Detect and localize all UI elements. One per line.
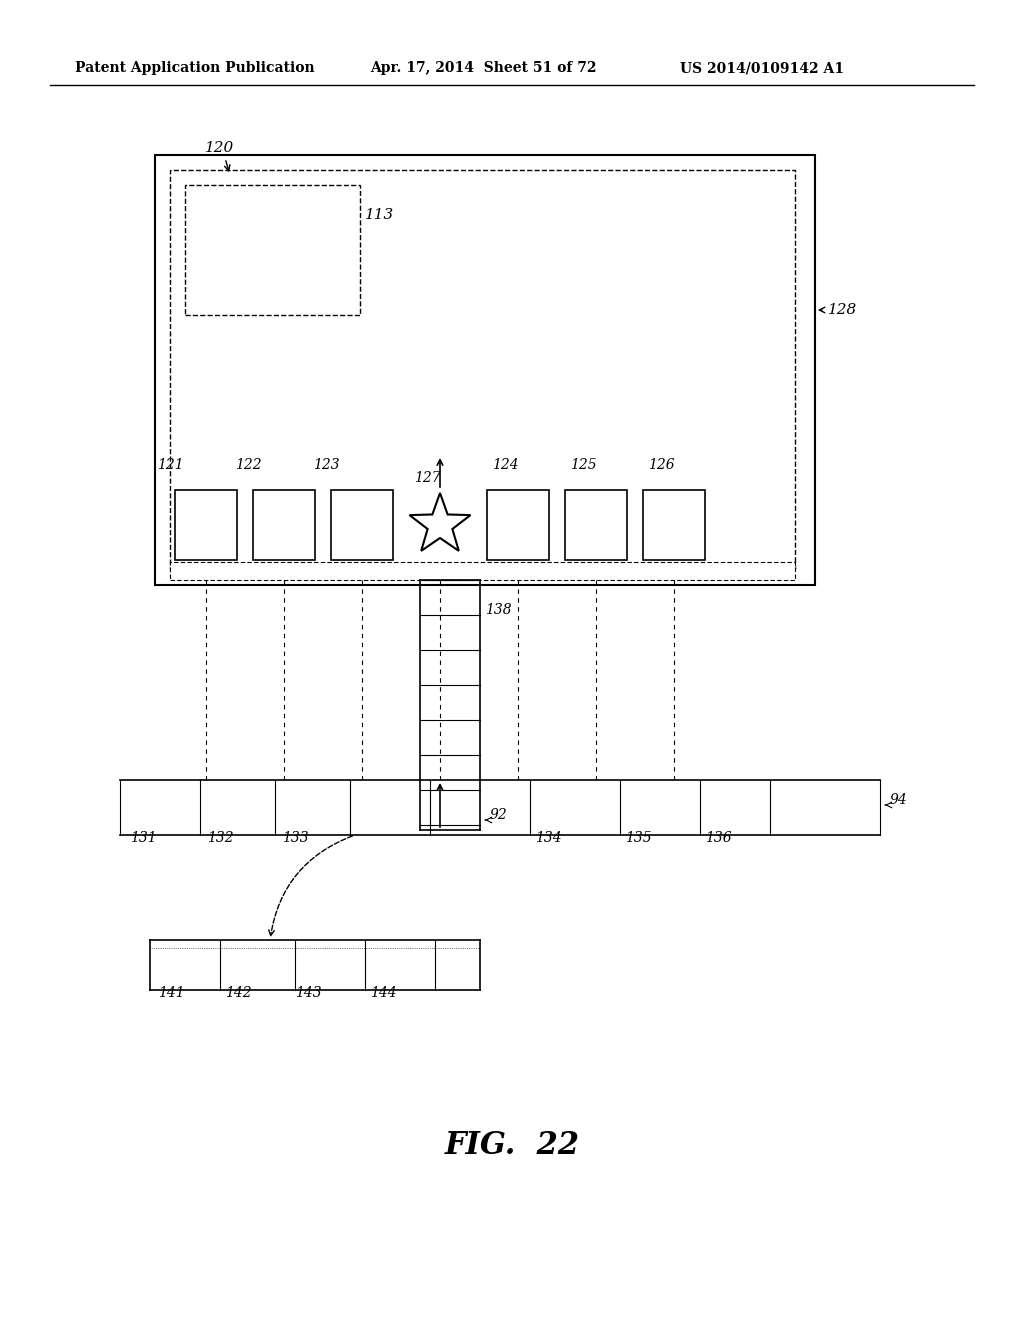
Text: 134: 134 xyxy=(535,832,561,845)
Text: 144: 144 xyxy=(370,986,396,1001)
Text: 127: 127 xyxy=(414,471,440,484)
Bar xyxy=(643,490,705,560)
Text: 122: 122 xyxy=(234,458,261,473)
Text: 125: 125 xyxy=(570,458,597,473)
Text: 123: 123 xyxy=(313,458,340,473)
Text: 113: 113 xyxy=(365,209,394,222)
Text: Apr. 17, 2014  Sheet 51 of 72: Apr. 17, 2014 Sheet 51 of 72 xyxy=(370,61,597,75)
Text: 142: 142 xyxy=(225,986,252,1001)
Text: 143: 143 xyxy=(295,986,322,1001)
Text: 121: 121 xyxy=(157,458,183,473)
Bar xyxy=(170,562,795,579)
Text: 131: 131 xyxy=(130,832,157,845)
Text: 132: 132 xyxy=(207,832,233,845)
Text: 94: 94 xyxy=(890,793,907,807)
Text: 141: 141 xyxy=(158,986,184,1001)
Text: 136: 136 xyxy=(705,832,731,845)
Text: 92: 92 xyxy=(490,808,508,822)
Text: 120: 120 xyxy=(205,141,234,154)
Bar xyxy=(331,490,393,560)
Text: 133: 133 xyxy=(282,832,308,845)
Polygon shape xyxy=(410,492,470,550)
Text: FIG.  22: FIG. 22 xyxy=(444,1130,580,1160)
Bar xyxy=(175,490,237,560)
Bar xyxy=(487,490,549,560)
Bar xyxy=(185,185,360,315)
Bar xyxy=(565,490,627,560)
Text: 126: 126 xyxy=(648,458,675,473)
Text: 138: 138 xyxy=(485,603,512,616)
Bar xyxy=(253,490,315,560)
Text: Patent Application Publication: Patent Application Publication xyxy=(75,61,314,75)
Bar xyxy=(170,170,795,570)
Text: 124: 124 xyxy=(492,458,518,473)
Bar xyxy=(155,154,815,585)
Text: 128: 128 xyxy=(828,304,857,317)
Text: US 2014/0109142 A1: US 2014/0109142 A1 xyxy=(680,61,844,75)
Text: 135: 135 xyxy=(625,832,651,845)
